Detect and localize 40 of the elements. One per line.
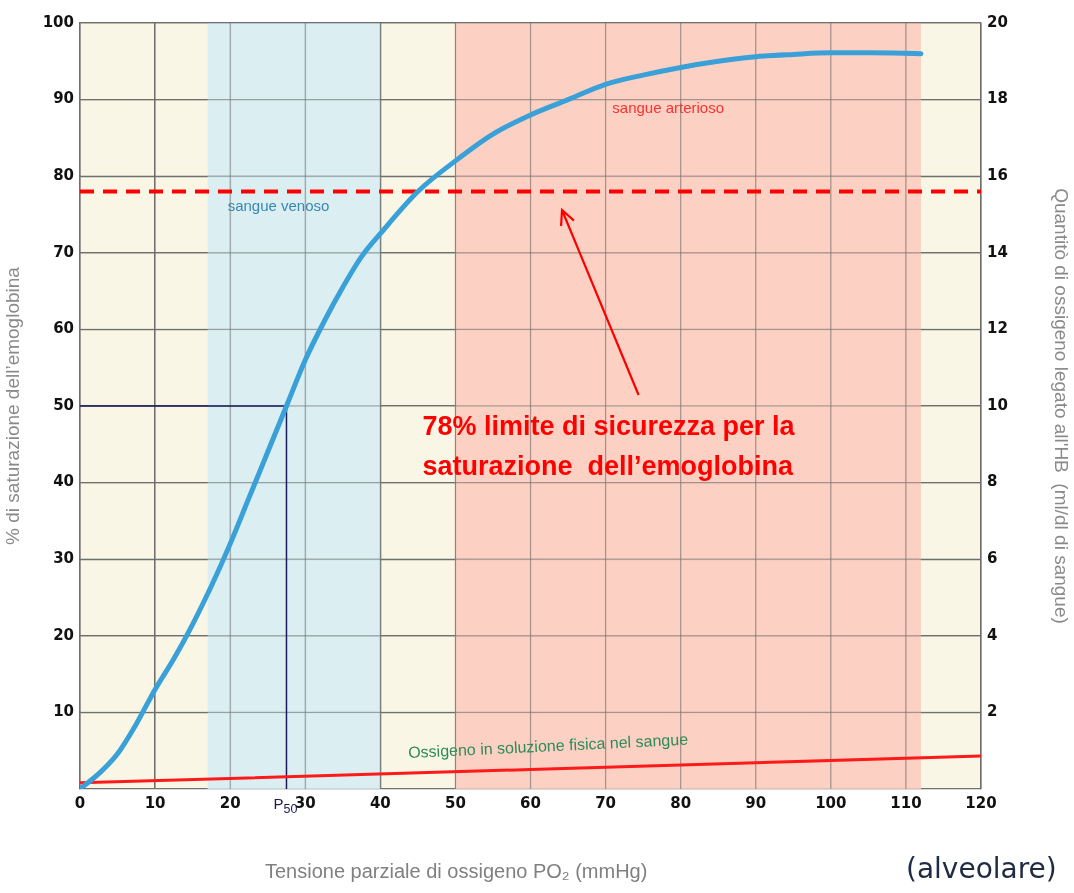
x-axis-title: Tensione parziale di ossigeno PO₂ (mmHg)	[265, 860, 648, 883]
y-tick-label: 20	[53, 625, 74, 644]
y2-tick-label: 6	[987, 549, 998, 568]
x-tick-label: 90	[745, 793, 767, 812]
x-tick-label: 70	[595, 793, 617, 812]
ref-line-label: 78% limite di sicurezza per la saturazione dell’emoglobina	[422, 410, 795, 483]
x-tick-label: 0	[74, 793, 86, 812]
x-tick-label: 20	[219, 793, 241, 812]
y2-tick-label: 4	[987, 625, 998, 644]
band-label: sangue venoso	[227, 196, 330, 214]
series-label: Ossigeno in soluzione fisica nel sangue	[407, 730, 689, 761]
y-tick-label: 70	[53, 242, 74, 261]
y2-tick-label: 18	[987, 89, 1008, 108]
text: (alveolare)	[906, 852, 1057, 885]
y2-axis-title: Quantitò di ossigeno legato all'HB (ml/dl di sangue)	[1051, 188, 1073, 624]
y2-tick-label: 8	[987, 472, 998, 491]
y-tick-label: 40	[53, 472, 74, 491]
y-axis-title: % di saturazione dell’emoglobina	[1, 266, 23, 545]
x-tick-label: 120	[965, 793, 997, 812]
y2-tick-label: 16	[987, 166, 1008, 185]
y-tick-label: 30	[53, 549, 74, 568]
y-tick-label: 100	[42, 12, 74, 31]
y2-tick-label: 20	[987, 12, 1008, 31]
x-tick-label: 80	[670, 793, 692, 812]
x-tick-label: 10	[144, 793, 166, 812]
band-label: sangue arterioso	[612, 98, 725, 116]
y-tick-label: 50	[53, 395, 74, 414]
x-tick-label: 50	[444, 793, 466, 812]
y2-tick-label: 14	[987, 242, 1008, 261]
x-tick-label: 60	[520, 793, 541, 812]
y-tick-label: 10	[53, 702, 74, 721]
x-tick-label: 100	[815, 793, 847, 812]
y-tick-label: 90	[53, 89, 74, 108]
x-tick-label: 40	[369, 793, 391, 812]
y2-tick-label: 10	[987, 395, 1008, 414]
y2-tick-label: 12	[987, 319, 1008, 338]
x-tick-label: 110	[890, 793, 922, 812]
y-tick-label: 60	[53, 319, 74, 338]
y-tick-label: 80	[53, 166, 74, 185]
y2-tick-label: 2	[987, 702, 998, 721]
